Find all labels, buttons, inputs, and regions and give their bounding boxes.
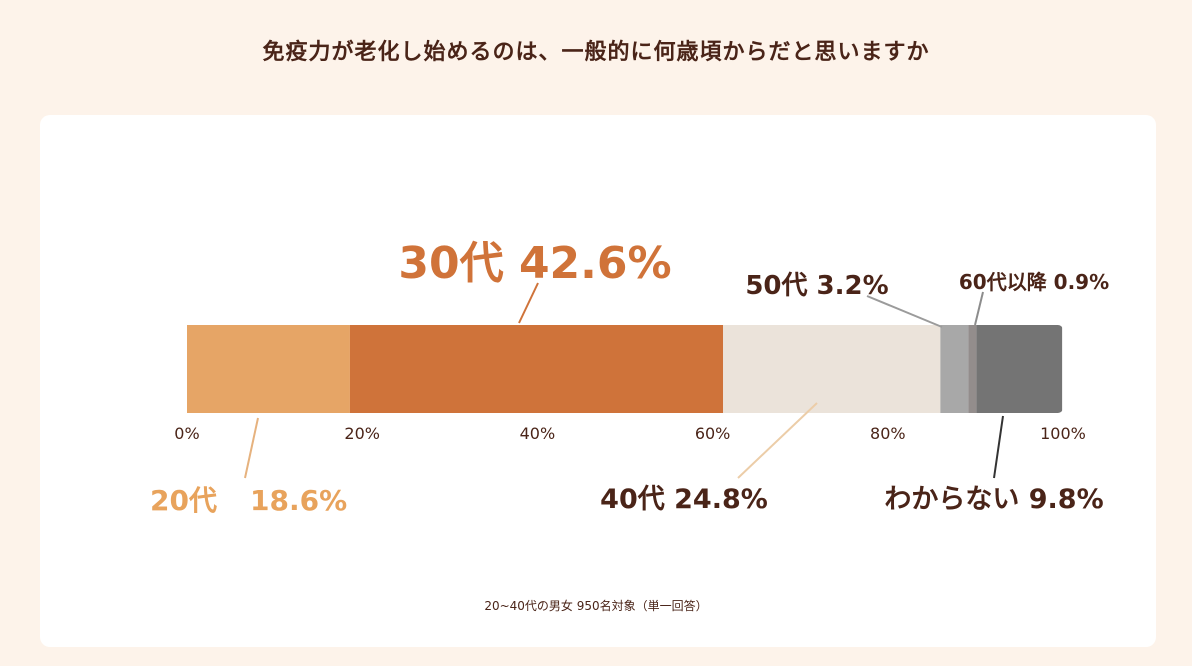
segment-labels: 20代 18.6% 30代 42.6% 40代 24.8% 50代 3.2% 60代以降 … — [150, 238, 1109, 517]
x-tick-label: 0% — [174, 424, 199, 443]
leader-line-5 — [993, 415, 1004, 479]
segment-name-label: 20代 — [150, 484, 217, 517]
segment-value-label: 18.6% — [250, 484, 347, 517]
leader-line-4 — [974, 291, 984, 326]
bar-segment-2 — [723, 325, 941, 413]
segment-label: 60代以降 0.9% — [959, 270, 1109, 294]
x-tick-label: 80% — [870, 424, 906, 443]
survey-note: 20~40代の男女 950名対象（単一回答） — [484, 599, 708, 613]
leader-line-2 — [737, 402, 818, 479]
bar-segment-3 — [940, 325, 969, 413]
x-tick-label: 20% — [344, 424, 380, 443]
segment-label: 40代 24.8% — [600, 484, 768, 515]
bar-segment-1 — [349, 325, 724, 413]
x-tick-label: 100% — [1040, 424, 1086, 443]
segment-label: わからない 9.8% — [884, 484, 1103, 515]
bar-segment-5 — [976, 325, 1063, 413]
x-axis-ticks: 0% 20% 40% 60% 80% 100% — [174, 424, 1086, 443]
segment-label: 50代 3.2% — [745, 271, 888, 301]
chart-title: 免疫力が老化し始めるのは、一般的に何歳頃からだと思いますか — [262, 40, 930, 65]
leader-line-3 — [866, 295, 943, 328]
bar-segment-4 — [968, 325, 977, 413]
bar-segments — [187, 325, 1063, 413]
bar-segment-0 — [187, 325, 350, 413]
segment-label: 30代 42.6% — [398, 238, 671, 289]
leader-line-0 — [244, 417, 259, 479]
x-tick-label: 40% — [520, 424, 556, 443]
x-tick-label: 60% — [695, 424, 731, 443]
leader-line-1 — [518, 282, 539, 324]
leader-lines — [244, 282, 1004, 479]
